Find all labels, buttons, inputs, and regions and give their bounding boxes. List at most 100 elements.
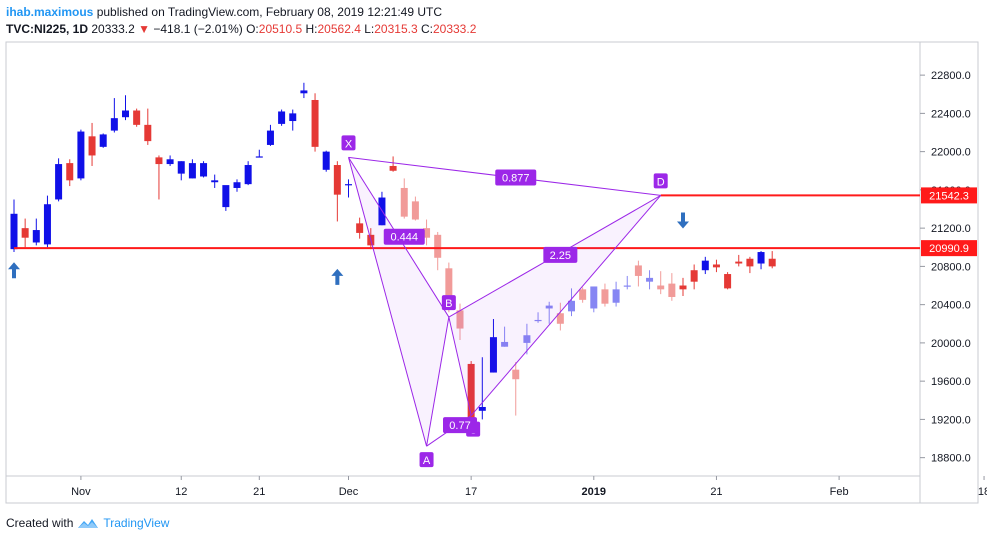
author-link[interactable]: ihab.maximous: [6, 5, 94, 19]
y-tick-label: 19600.0: [931, 376, 971, 388]
high-value: 20562.4: [317, 22, 361, 36]
candle: [601, 283, 609, 307]
candle: [568, 288, 575, 317]
candle-body: [456, 310, 464, 329]
candle-body: [200, 163, 208, 177]
candle: [757, 251, 765, 270]
pattern-fill: [348, 157, 449, 447]
candle: [233, 179, 241, 192]
published-text: published on TradingView.com, February 0…: [96, 5, 443, 19]
candle: [99, 133, 107, 148]
candle: [322, 150, 330, 172]
candle: [110, 98, 118, 133]
point-label: X: [345, 138, 353, 150]
y-axis: 18800.0 19200.0 19600.0 20000.0 20400.0 20800…: [920, 70, 971, 465]
candle: [668, 273, 676, 301]
candle-body: [712, 264, 720, 268]
candle-body: [690, 270, 698, 282]
high-label: H:: [305, 22, 318, 36]
candle-body: [110, 118, 118, 131]
candle: [166, 155, 174, 166]
x-tick-label: 17: [465, 486, 477, 498]
candle: [200, 161, 208, 178]
x-tick-label: 18: [978, 486, 987, 498]
candle: [434, 231, 442, 271]
candle-body: [10, 213, 18, 250]
ratio-label: 0.444: [390, 232, 418, 244]
low-value: 20315.3: [374, 22, 418, 36]
candle-body: [512, 369, 520, 380]
y-tick-label: 19200.0: [931, 414, 971, 426]
x-tick-label: Dec: [339, 486, 359, 498]
candle-body: [389, 165, 397, 171]
candle: [345, 179, 352, 198]
candle-body: [244, 165, 252, 185]
point-label: A: [423, 455, 431, 467]
candle-body: [634, 265, 642, 276]
candle: [634, 260, 642, 287]
y-tick-label: 20000.0: [931, 338, 971, 350]
ratio-label-box: [443, 417, 477, 434]
candle: [579, 287, 587, 303]
candle-body: [568, 300, 575, 312]
candle: [289, 109, 297, 131]
candle-body: [122, 110, 129, 118]
candle: [311, 93, 319, 152]
up-arrow-icon: [331, 268, 344, 285]
pattern-leg[interactable]: [448, 316, 472, 416]
candle: [300, 82, 308, 99]
candle-body: [668, 283, 676, 297]
candle: [255, 149, 263, 158]
candle-body: [523, 335, 531, 343]
pattern-leg[interactable]: [426, 316, 450, 447]
horizontal-lines[interactable]: 21542.3 20990.9: [14, 187, 977, 257]
candle: [612, 281, 620, 307]
candle: [55, 158, 63, 202]
tradingview-brand[interactable]: TradingView: [103, 516, 170, 530]
x-tick-label: 21: [253, 486, 265, 498]
candle-body: [66, 163, 74, 181]
y-tick-label: 21200.0: [931, 223, 971, 235]
footer: Created with TradingView: [6, 516, 169, 530]
last-price: 20333.2: [91, 22, 135, 36]
candle: [188, 159, 196, 179]
publish-line: ihab.maximous published on TradingView.c…: [6, 4, 476, 21]
pattern-leg[interactable]: [348, 157, 428, 447]
signal-arrows: [8, 212, 689, 285]
y-tick-label: 20400.0: [931, 300, 971, 312]
pattern-fill: [448, 195, 661, 416]
candle: [222, 185, 230, 211]
candle-body: [534, 319, 542, 322]
ratio-label-box: [543, 246, 578, 263]
candle-body: [300, 90, 308, 94]
candle-body: [545, 305, 553, 309]
candle-body: [601, 289, 609, 304]
candle-body: [278, 111, 286, 124]
candle-body: [423, 228, 431, 238]
pattern-leg[interactable]: [470, 195, 662, 416]
candle: [623, 275, 631, 290]
candle-body: [445, 268, 453, 305]
candle-body: [501, 341, 509, 347]
chart-border: [5, 41, 979, 504]
candle-body: [266, 130, 274, 145]
candle-body: [77, 131, 85, 179]
price-label-box: [921, 240, 977, 257]
candle: [389, 156, 397, 172]
candle: [66, 159, 74, 187]
candle-body: [590, 286, 598, 309]
candle: [646, 270, 654, 290]
candle: [590, 286, 598, 313]
y-tick-label: 22800.0: [931, 70, 971, 82]
ratio-label-box: [495, 169, 537, 186]
candle: [512, 362, 520, 416]
x-tick-label: 2019: [582, 486, 606, 498]
price-chart[interactable]: 18800.0 19200.0 19600.0 20000.0 20400.0 20800…: [0, 40, 987, 505]
candle-body: [612, 289, 620, 303]
candle-body: [701, 260, 709, 271]
candle: [43, 195, 51, 248]
candle: [523, 323, 531, 355]
candle: [278, 109, 286, 126]
candle: [356, 217, 364, 239]
